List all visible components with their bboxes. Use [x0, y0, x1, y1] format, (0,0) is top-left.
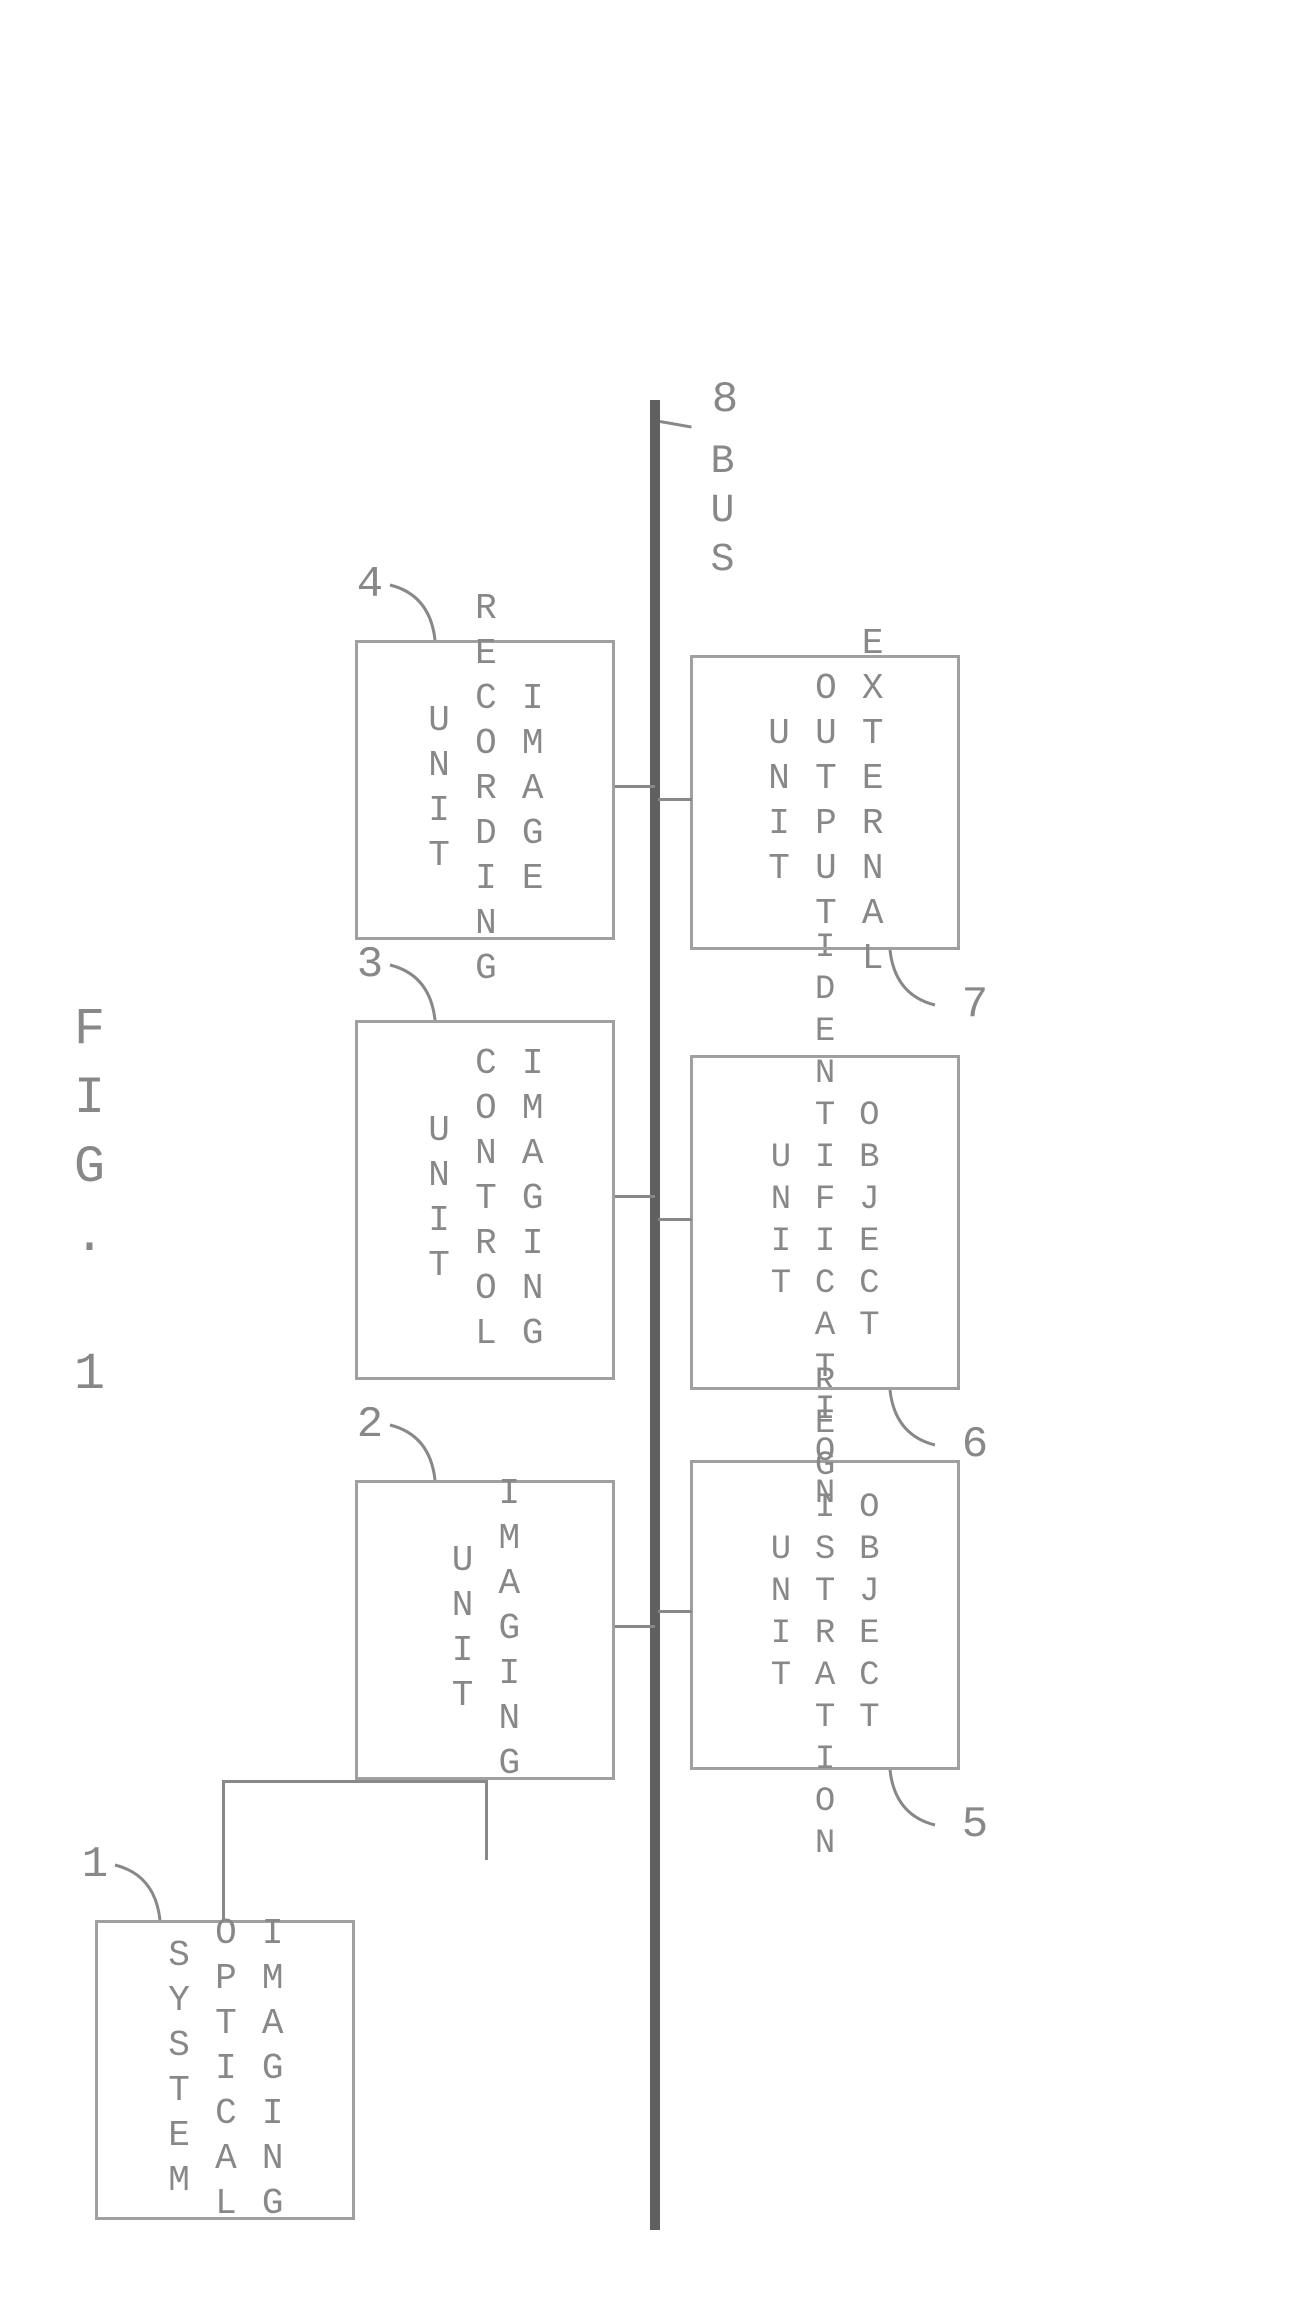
leader-6 — [870, 1385, 940, 1455]
block-imaging-optical-system: IMAGING OPTICAL SYSTEM — [95, 1920, 355, 2220]
block-number-4: 4 — [345, 560, 395, 614]
leader-4 — [385, 575, 455, 645]
connector-bus-5 — [658, 1610, 692, 1613]
block-imaging-unit: IMAGING UNIT — [355, 1480, 615, 1780]
bus-leader — [660, 420, 692, 429]
block-number-6: 6 — [950, 1420, 1000, 1474]
connector-2-bus — [615, 1625, 655, 1628]
figure-title: FIG. 1 — [60, 1000, 119, 1414]
connector-bus-7 — [658, 798, 692, 801]
leader-1 — [110, 1855, 180, 1925]
leader-7 — [870, 945, 940, 1015]
block-number-2: 2 — [345, 1400, 395, 1454]
diagram-canvas: FIG. 1 8 BUS IMAGING OPTICAL SYSTEM IMAG… — [0, 0, 1307, 2317]
leader-3 — [385, 955, 455, 1025]
connector-3-bus — [615, 1195, 655, 1198]
bus-line — [650, 400, 660, 2230]
block-object-identification-unit: OBJECT IDENTIFICATION UNIT — [690, 1055, 960, 1390]
connector — [222, 1780, 487, 1783]
leader-2 — [385, 1415, 455, 1485]
bus-number: 8 — [700, 375, 750, 429]
block-number-7: 7 — [950, 980, 1000, 1034]
block-number-5: 5 — [950, 1800, 1000, 1854]
leader-5 — [870, 1765, 940, 1835]
block-number-3: 3 — [345, 940, 395, 994]
block-image-recording-unit: IMAGE RECORDING UNIT — [355, 640, 615, 940]
connector — [485, 1780, 488, 1860]
block-external-output-unit: EXTERNAL OUTPUT UNIT — [690, 655, 960, 950]
block-number-1: 1 — [70, 1840, 120, 1894]
connector — [222, 1780, 225, 1920]
block-imaging-control-unit: IMAGING CONTROL UNIT — [355, 1020, 615, 1380]
connector-4-bus — [615, 785, 655, 788]
connector-bus-6 — [658, 1218, 692, 1221]
bus-text: BUS — [700, 440, 745, 587]
